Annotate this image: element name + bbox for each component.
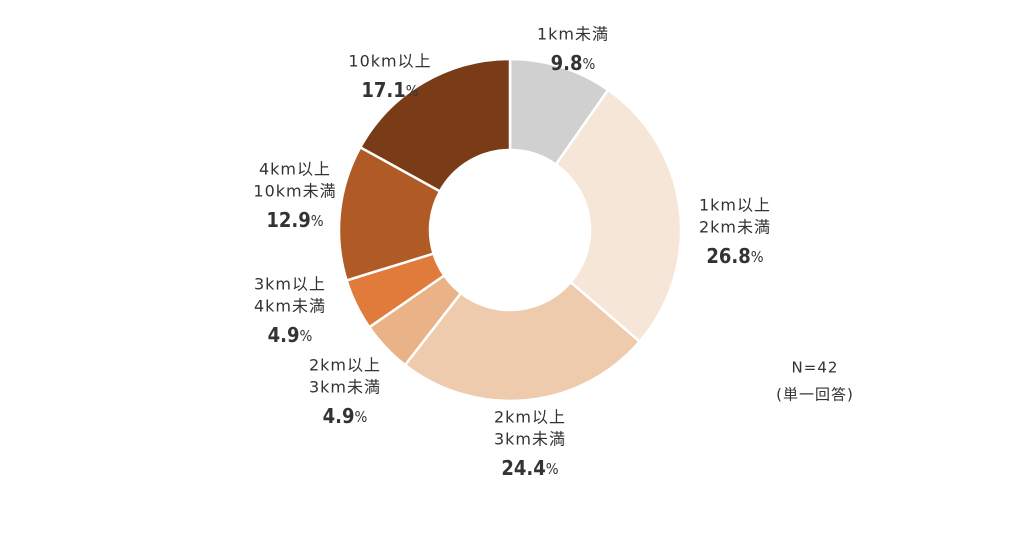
category-label: 10km未満 [253, 182, 336, 201]
value-label: 4.9% [323, 404, 368, 428]
annotation: (単一回答) [776, 386, 854, 404]
category-label: 2km以上 [494, 408, 566, 427]
value-label: 12.9% [266, 208, 323, 232]
category-label: 1km未満 [537, 25, 609, 44]
category-label: 2km未満 [699, 218, 771, 237]
category-label: 4km未満 [254, 297, 326, 316]
value-label: 9.8% [551, 51, 596, 75]
category-label: 10km以上 [348, 52, 431, 71]
value-label: 26.8% [706, 244, 763, 268]
donut-slice [358, 57, 512, 194]
category-label: 4km以上 [259, 160, 331, 179]
category-label: 3km以上 [254, 275, 326, 294]
value-label: 4.9% [268, 323, 313, 347]
value-label: 24.4% [501, 456, 558, 480]
donut-slice [554, 88, 683, 344]
donut-slice [403, 280, 642, 403]
annotation: N=42 [792, 359, 839, 377]
value-label: 17.1% [361, 78, 418, 102]
category-label: 2km以上 [309, 356, 381, 375]
category-label: 1km以上 [699, 196, 771, 215]
category-label: 3km未満 [494, 430, 566, 449]
category-label: 3km未満 [309, 378, 381, 397]
